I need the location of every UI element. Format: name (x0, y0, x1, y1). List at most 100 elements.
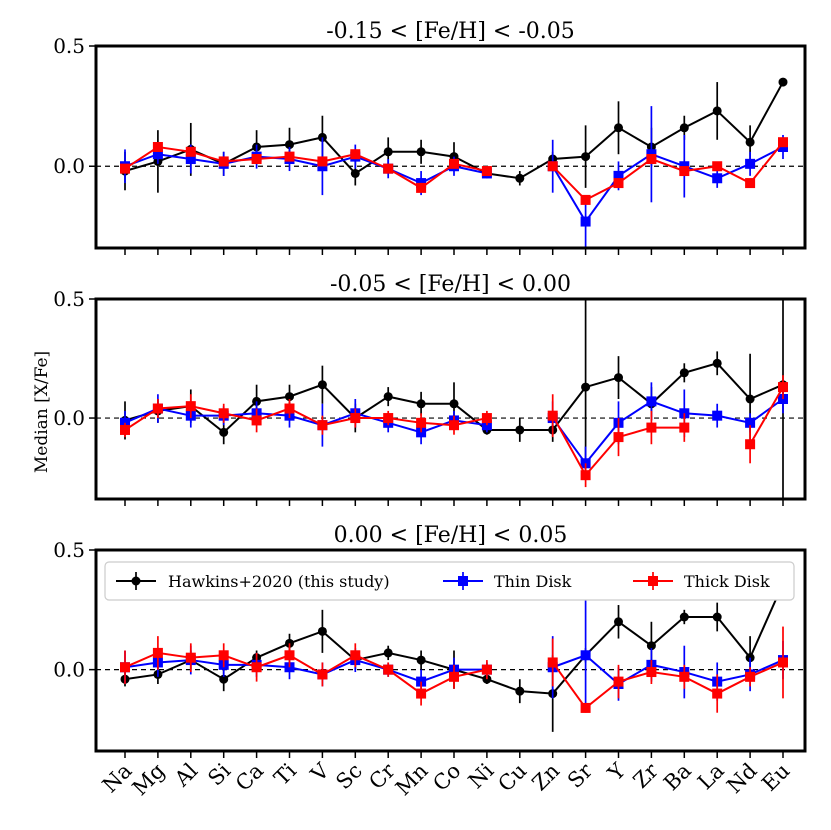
data-point (383, 163, 394, 174)
series-square-ff0000 (120, 137, 788, 205)
panel-title: -0.15 < [Fe/H] < -0.05 (326, 19, 575, 44)
data-point (284, 151, 295, 162)
data-point (712, 688, 723, 699)
data-point (251, 662, 262, 673)
data-point (185, 401, 196, 412)
data-point (185, 652, 196, 663)
data-point (646, 422, 657, 433)
data-point (416, 688, 427, 699)
legend-entry: Thick Disk (633, 572, 770, 591)
data-point (317, 420, 328, 431)
x-tick-label: Zn (527, 759, 564, 796)
data-point (613, 170, 624, 181)
data-point (481, 413, 492, 424)
panel-3: 0.00 < [Fe/H] < 0.05 0.0 0.5 Hawkins+2020 (… (53, 523, 807, 758)
data-point (679, 123, 689, 133)
data-point (350, 413, 361, 424)
data-point (613, 676, 624, 687)
data-point (646, 641, 656, 651)
data-point (218, 408, 229, 419)
data-point (778, 77, 788, 87)
data-point (712, 173, 723, 184)
plot-area (120, 579, 788, 732)
data-point (383, 648, 393, 658)
y-tick-label: 0.5 (53, 287, 85, 311)
data-point (152, 149, 163, 160)
y-tick-label: 0.5 (53, 538, 85, 562)
series-line (551, 141, 784, 202)
plot-area (120, 299, 788, 499)
x-tick-label: Ca (231, 759, 268, 796)
data-point (285, 392, 294, 402)
data-point (350, 168, 360, 178)
y-tick-label: 0.0 (53, 406, 85, 430)
series-line (124, 145, 488, 190)
data-point (185, 146, 196, 157)
data-point (416, 147, 426, 157)
data-point (416, 399, 426, 409)
data-point (152, 403, 163, 414)
y-tick-label: 0.0 (53, 154, 85, 178)
panel-1: -0.15 < [Fe/H] < -0.05 0.0 0.5 (53, 19, 807, 255)
panel-title: 0.00 < [Fe/H] < 0.05 (334, 523, 568, 548)
data-point (120, 662, 130, 673)
x-tick-label: Ni (464, 758, 499, 793)
data-point (120, 163, 130, 174)
series-square-ff0000 (120, 375, 788, 488)
data-point (317, 156, 328, 167)
x-tick-label: Si (203, 758, 235, 790)
data-point (614, 123, 623, 133)
data-point (614, 617, 623, 627)
series-square-ff0000 (120, 626, 788, 713)
data-point (416, 417, 427, 428)
legend-entry: Thin Disk (443, 572, 572, 591)
data-point (580, 702, 591, 713)
data-point (646, 667, 657, 678)
data-point (712, 161, 723, 172)
data-point (580, 216, 591, 227)
x-tick-label: Mg (128, 759, 170, 801)
data-point (613, 432, 624, 443)
data-point (580, 650, 591, 661)
data-point (581, 152, 591, 162)
data-point (679, 368, 689, 378)
series-line (551, 398, 784, 465)
panel-frame (94, 548, 807, 753)
data-point (679, 671, 690, 682)
data-point (120, 424, 130, 435)
x-tick-label: Na (98, 759, 137, 798)
x-tick-label: Co (428, 759, 465, 796)
x-tick-label: Mn (391, 759, 433, 801)
data-point (152, 647, 163, 658)
data-point (515, 173, 525, 183)
data-point (515, 425, 525, 435)
data-point (185, 154, 196, 165)
data-point (317, 626, 327, 636)
data-point (547, 161, 558, 172)
data-point (383, 147, 393, 157)
legend-label: Thick Disk (684, 572, 770, 591)
legend-label: Hawkins+2020 (this study) (168, 572, 390, 591)
data-point (416, 182, 427, 193)
legend: Hawkins+2020 (this study) Thin Disk Thick … (104, 561, 795, 601)
series-line (551, 661, 784, 710)
y-axis-label: Median [X/Fe] (32, 351, 52, 473)
x-tick-label: Sc (331, 759, 366, 794)
data-point (745, 178, 756, 189)
data-point (679, 422, 690, 433)
data-point (317, 380, 327, 390)
data-point (778, 657, 788, 668)
data-point (416, 655, 426, 665)
data-point (712, 410, 723, 421)
series-line (124, 407, 488, 434)
data-point (449, 420, 459, 431)
series-line (124, 651, 488, 695)
data-point (547, 410, 558, 421)
data-point (152, 142, 163, 152)
data-point (383, 392, 393, 402)
x-tick-label: Ti (269, 758, 301, 790)
series-line (124, 405, 488, 431)
data-point (481, 664, 492, 675)
x-tick-label: Al (169, 758, 202, 791)
